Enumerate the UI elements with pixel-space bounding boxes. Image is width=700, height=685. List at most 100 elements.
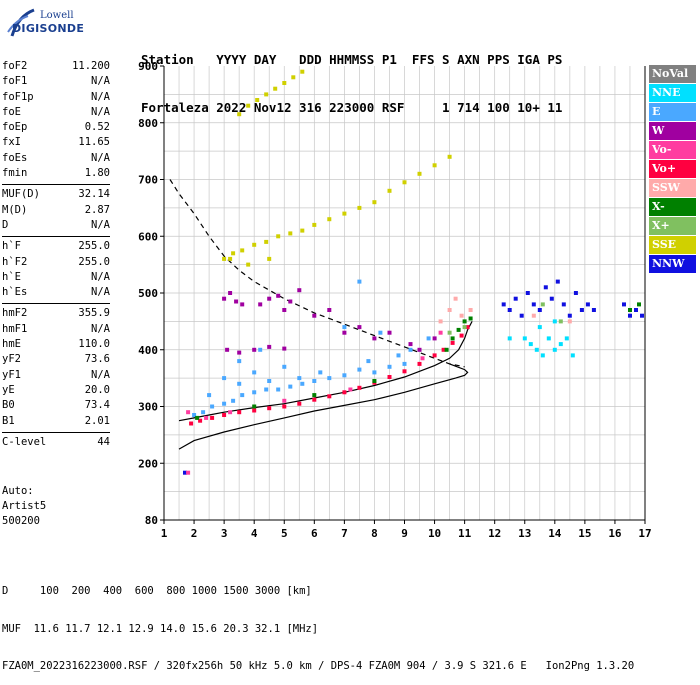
param-value: N/A bbox=[91, 75, 110, 88]
echo-point bbox=[525, 291, 530, 295]
echo-point bbox=[258, 302, 263, 307]
param-row: yF1 N/A bbox=[2, 369, 110, 384]
x-tick-label: 2 bbox=[191, 527, 198, 540]
param-value: N/A bbox=[91, 151, 110, 164]
echo-point bbox=[282, 346, 287, 351]
echo-point bbox=[585, 302, 590, 307]
param-value: 0.52 bbox=[84, 121, 110, 134]
echo-point bbox=[450, 336, 455, 341]
param-row: hmE 110.0 bbox=[2, 338, 110, 353]
legend-item: SSE bbox=[649, 236, 696, 254]
echo-point bbox=[417, 361, 422, 366]
echo-point bbox=[366, 359, 371, 364]
x-tick-label: 13 bbox=[518, 527, 531, 540]
echo-point bbox=[537, 325, 542, 330]
echo-point bbox=[222, 413, 227, 417]
param-value: 44 bbox=[97, 435, 110, 448]
echo-point bbox=[628, 313, 632, 318]
echo-point bbox=[459, 313, 464, 318]
echo-point bbox=[282, 364, 287, 369]
echo-point bbox=[246, 103, 251, 108]
param-separator bbox=[2, 184, 110, 186]
param-name: yE bbox=[2, 383, 15, 396]
echo-point bbox=[357, 205, 362, 210]
footer-info: D 100 200 400 600 800 1000 1500 3000 [km… bbox=[2, 560, 634, 685]
y-tick-label: 900 bbox=[138, 60, 158, 73]
param-name: hmF1 bbox=[2, 322, 28, 335]
param-value: N/A bbox=[91, 105, 110, 118]
echo-point bbox=[267, 379, 272, 383]
echo-point bbox=[276, 293, 281, 298]
echo-point bbox=[237, 350, 242, 355]
echo-point bbox=[252, 242, 257, 247]
param-row: h`F 255.0 bbox=[2, 240, 110, 255]
param-row: fmin 1.80 bbox=[2, 167, 110, 182]
echo-point bbox=[210, 415, 215, 420]
echo-point bbox=[222, 296, 227, 301]
x-tick-label: 5 bbox=[281, 527, 288, 540]
echo-point bbox=[438, 319, 443, 324]
echo-point bbox=[264, 92, 269, 97]
logo-line1: Lowell bbox=[40, 10, 74, 21]
param-row: foF1 N/A bbox=[2, 75, 110, 90]
echo-point bbox=[540, 353, 545, 358]
x-tick-label: 10 bbox=[428, 527, 441, 540]
echo-point bbox=[519, 313, 524, 318]
param-value: 73.4 bbox=[84, 399, 110, 412]
y-tick-label: 700 bbox=[138, 174, 158, 187]
legend-item: NNE bbox=[649, 84, 696, 102]
echo-point bbox=[402, 180, 407, 185]
param-value: 255.0 bbox=[78, 240, 110, 253]
echo-point bbox=[447, 330, 452, 335]
param-row: B1 2.01 bbox=[2, 415, 110, 430]
echo-point bbox=[282, 404, 287, 409]
x-tick-label: 7 bbox=[341, 527, 348, 540]
echo-point bbox=[564, 336, 569, 341]
echo-point bbox=[546, 336, 551, 341]
echo-point bbox=[640, 313, 644, 318]
param-name: D bbox=[2, 218, 9, 231]
echo-point bbox=[312, 397, 317, 402]
echo-point bbox=[573, 291, 578, 295]
param-value: 32.14 bbox=[78, 188, 110, 201]
param-value: 355.9 bbox=[78, 307, 110, 320]
param-name: C-level bbox=[2, 435, 47, 448]
echo-point bbox=[231, 398, 236, 403]
echo-point bbox=[531, 313, 536, 318]
param-row: D N/A bbox=[2, 219, 110, 234]
echo-point bbox=[357, 279, 362, 284]
param-separator bbox=[2, 236, 110, 238]
echo-point bbox=[300, 228, 305, 233]
param-value: N/A bbox=[91, 90, 110, 103]
legend-item: E bbox=[649, 103, 696, 121]
echo-point bbox=[357, 325, 362, 330]
param-name: foF2 bbox=[2, 60, 28, 72]
echo-point bbox=[327, 308, 332, 312]
echo-point bbox=[348, 387, 353, 392]
param-row: fxI 11.65 bbox=[2, 136, 110, 151]
echo-point bbox=[387, 375, 392, 379]
footer-distance-line: D 100 200 400 600 800 1000 1500 3000 [km… bbox=[2, 585, 312, 597]
echo-point bbox=[622, 302, 626, 307]
param-value: 1.80 bbox=[84, 167, 110, 180]
param-name: foEp bbox=[2, 121, 28, 134]
echo-point bbox=[237, 410, 242, 415]
legend-item: NoVal bbox=[649, 65, 696, 83]
echo-point bbox=[531, 302, 536, 307]
x-tick-label: 3 bbox=[221, 527, 228, 540]
y-tick-label: 500 bbox=[138, 287, 158, 300]
echo-point bbox=[267, 344, 272, 349]
echo-point bbox=[540, 302, 545, 307]
param-row: foEs N/A bbox=[2, 152, 110, 167]
echo-point bbox=[237, 381, 242, 386]
y-tick-label: 80 bbox=[145, 514, 158, 527]
echo-point bbox=[507, 336, 512, 341]
param-name: foEs bbox=[2, 151, 28, 164]
echo-point bbox=[258, 347, 263, 352]
param-name: hmF2 bbox=[2, 307, 28, 320]
param-name: fxI bbox=[2, 136, 21, 149]
echo-point bbox=[387, 364, 392, 369]
echo-point bbox=[237, 359, 242, 364]
echo-point bbox=[183, 470, 187, 475]
echo-point bbox=[297, 401, 302, 406]
